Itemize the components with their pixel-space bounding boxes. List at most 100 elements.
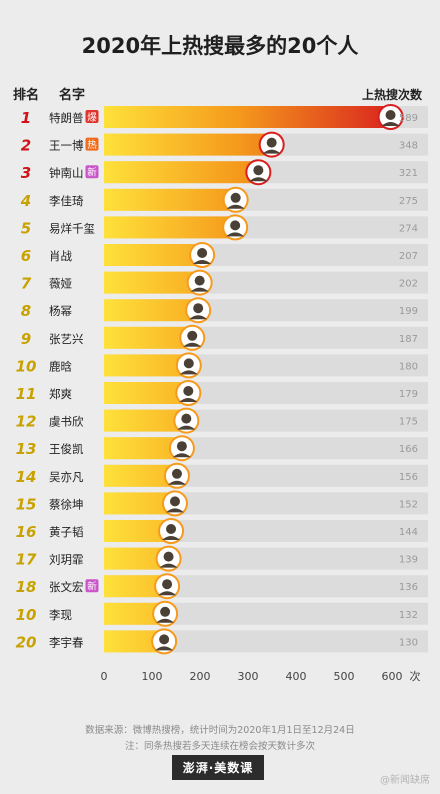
bar: [104, 188, 240, 211]
value-label: 348: [399, 141, 418, 152]
avatar-head: [171, 468, 182, 479]
bar: [104, 520, 176, 542]
avatar-head: [169, 496, 180, 507]
avatar-body: [183, 342, 202, 347]
rank-number: 15: [16, 495, 37, 513]
data-source-note: 数据来源：微博热搜榜，统计时间为2020年1月1日至12月24日: [85, 725, 355, 736]
x-tick-label: 0: [101, 670, 108, 683]
person-name: 黄子韬: [49, 525, 84, 539]
rank-number: 1: [21, 109, 31, 127]
rank-number: 17: [16, 551, 37, 569]
bar: [104, 437, 186, 460]
value-label: 275: [399, 196, 418, 207]
value-label: 179: [399, 389, 418, 400]
value-label: 180: [399, 361, 418, 372]
avatar-head: [181, 413, 192, 424]
bar: [104, 492, 179, 515]
status-badge: [85, 165, 99, 179]
avatar-head: [230, 220, 241, 231]
avatar-body: [156, 618, 175, 623]
count-column-header: 上热搜次数: [362, 87, 423, 102]
avatar-body: [177, 425, 196, 430]
rank-number: 2: [21, 137, 31, 155]
avatar-body: [159, 563, 178, 568]
rank-number: 16: [16, 523, 37, 541]
bar: [104, 630, 169, 653]
avatar-body: [262, 149, 281, 154]
bar: [104, 575, 172, 598]
value-label: 156: [399, 472, 418, 483]
avatar-head: [197, 248, 208, 258]
rank-number: 18: [16, 578, 37, 596]
avatar-body: [155, 646, 174, 651]
person-name: 王俊凯: [49, 442, 84, 456]
person-name: 易烊千玺: [49, 221, 95, 235]
avatar-body: [249, 177, 268, 182]
avatar-body: [193, 260, 212, 264]
avatar-body: [172, 453, 191, 458]
value-label: 202: [399, 279, 418, 290]
avatar-head: [187, 330, 198, 341]
bar-track: [104, 520, 428, 542]
bar: [104, 547, 173, 570]
person-name: 吴亦凡: [49, 470, 84, 484]
bar-track: [104, 547, 428, 570]
avatar-head: [166, 524, 177, 534]
avatar-body: [167, 480, 186, 485]
rank-number: 10: [16, 357, 37, 375]
status-badge: [85, 110, 99, 123]
value-label: 321: [399, 168, 418, 179]
status-badge-label: 热: [87, 139, 97, 151]
status-badge-label: 新: [87, 581, 97, 593]
rank-number: 10: [16, 606, 37, 624]
rank-number: 3: [21, 164, 31, 182]
rank-number: 8: [21, 302, 31, 320]
person-name: 王一博: [49, 139, 84, 153]
avatar-head: [176, 441, 187, 452]
person-name: 张艺兴: [49, 332, 84, 346]
value-label: 152: [399, 499, 418, 510]
person-name: 张文宏: [49, 580, 84, 594]
avatar-head: [385, 110, 396, 120]
avatar-head: [160, 606, 171, 617]
status-badge-label: 爆: [87, 112, 97, 124]
value-label: 175: [399, 417, 418, 428]
bar: [104, 161, 263, 184]
rank-number: 14: [16, 468, 37, 486]
rank-number: 9: [21, 330, 31, 348]
avatar-body: [189, 315, 208, 320]
avatar-body: [190, 287, 209, 292]
footnote: 注：同条热搜若多天连续在榜会按天数计多次: [124, 741, 315, 752]
bar: [104, 271, 204, 294]
person-name: 李佳琦: [49, 194, 84, 208]
weibo-watermark: @新闻缺席: [380, 775, 430, 786]
value-label: 139: [399, 555, 418, 566]
avatar-head: [193, 303, 204, 314]
avatar-head: [266, 137, 277, 148]
status-badge-label: 新: [87, 167, 97, 179]
bar: [104, 382, 193, 404]
value-label: 130: [399, 637, 418, 648]
person-name: 薇娅: [49, 277, 72, 291]
rank-number: 5: [21, 219, 31, 237]
bar: [104, 133, 276, 156]
bar: [104, 354, 193, 377]
rank-number: 4: [20, 192, 31, 210]
rank-number: 13: [16, 440, 37, 458]
chart-title: 2020年上热搜最多的20个人: [81, 34, 359, 58]
avatar-head: [163, 551, 174, 562]
person-name: 肖战: [49, 249, 72, 263]
rank-column-header: 排名: [13, 87, 39, 103]
value-label: 136: [399, 582, 418, 593]
avatar-body: [158, 591, 177, 596]
rank-number: 6: [21, 247, 31, 265]
x-tick-label: 600: [382, 670, 403, 683]
rank-number: 20: [16, 633, 37, 651]
x-axis-unit: 次: [410, 669, 421, 683]
name-column-header: 名字: [59, 87, 85, 103]
x-tick-label: 300: [238, 670, 259, 683]
rank-number: 7: [21, 275, 32, 293]
value-label: 274: [399, 223, 418, 234]
x-tick-label: 200: [190, 670, 211, 683]
